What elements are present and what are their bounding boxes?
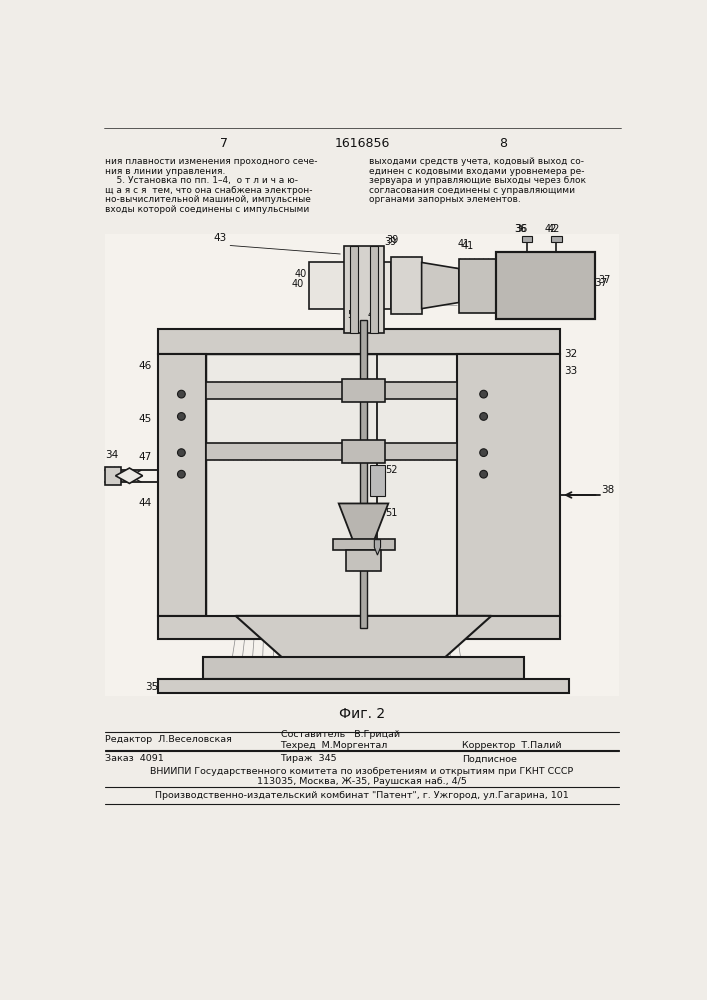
- Text: органами запорных элементов.: органами запорных элементов.: [369, 195, 520, 204]
- Text: 1616856: 1616856: [334, 137, 390, 150]
- Bar: [346, 550, 380, 571]
- Text: ВНИИПИ Государственного комитета по изобретениям и открытиям при ГКНТ СССР: ВНИИПИ Государственного комитета по изоб…: [151, 767, 573, 776]
- Text: 35: 35: [146, 682, 158, 692]
- Text: 52: 52: [385, 465, 398, 475]
- Text: 41: 41: [462, 241, 474, 251]
- Text: 45: 45: [139, 414, 152, 424]
- Text: 47: 47: [139, 452, 152, 462]
- Circle shape: [480, 470, 488, 478]
- Bar: [332, 539, 395, 550]
- Text: выходами средств учета, кодовый выход со-: выходами средств учета, кодовый выход со…: [369, 157, 584, 166]
- Text: 36: 36: [514, 224, 526, 234]
- Text: входы которой соединены с импульсными: входы которой соединены с импульсными: [105, 205, 310, 214]
- Circle shape: [480, 413, 488, 420]
- Text: 51: 51: [385, 508, 397, 518]
- Text: 38: 38: [602, 485, 614, 495]
- Bar: [206, 443, 457, 460]
- Circle shape: [177, 470, 185, 478]
- Text: Производственно-издательский комбинат "Патент", г. Ужгород, ул.Гагарина, 101: Производственно-издательский комбинат "П…: [155, 791, 569, 800]
- Bar: [496, 252, 595, 319]
- Text: 42: 42: [545, 224, 557, 234]
- Bar: [370, 246, 378, 333]
- Text: Подписное: Подписное: [462, 754, 517, 763]
- Text: 113035, Москва, Ж-35, Раушская наб., 4/5: 113035, Москва, Ж-35, Раушская наб., 4/5: [257, 777, 467, 786]
- Bar: [158, 679, 569, 693]
- Text: 40: 40: [291, 279, 304, 289]
- Text: 32: 32: [564, 349, 578, 359]
- Polygon shape: [235, 616, 491, 657]
- Text: 41: 41: [457, 239, 469, 249]
- Text: 5. Установка по пп. 1–4,  о т л и ч а ю-: 5. Установка по пп. 1–4, о т л и ч а ю-: [105, 176, 298, 185]
- Text: 43: 43: [214, 233, 227, 243]
- Text: 44: 44: [139, 498, 152, 508]
- Bar: [341, 379, 385, 402]
- Bar: [203, 657, 524, 679]
- Bar: [522, 235, 532, 242]
- Circle shape: [177, 390, 185, 398]
- Text: Составитель   В.Грицай: Составитель В.Грицай: [281, 730, 399, 739]
- Bar: [360, 320, 368, 628]
- Text: единен с кодовыми входами уровнемера ре-: единен с кодовыми входами уровнемера ре-: [369, 167, 585, 176]
- Text: 8: 8: [499, 137, 507, 150]
- Polygon shape: [115, 468, 143, 483]
- Text: Фиг. 2: Фиг. 2: [339, 707, 385, 721]
- Text: 37: 37: [595, 278, 608, 288]
- Circle shape: [177, 449, 185, 456]
- Text: 7: 7: [220, 137, 228, 150]
- Text: щ а я с я  тем, что она снабжена электрон-: щ а я с я тем, что она снабжена электрон…: [105, 186, 313, 195]
- Bar: [370, 465, 385, 496]
- Text: Тираж  345: Тираж 345: [281, 754, 337, 763]
- Circle shape: [480, 390, 488, 398]
- Bar: [344, 246, 385, 333]
- Text: Редактор  Л.Веселовская: Редактор Л.Веселовская: [105, 735, 233, 744]
- Text: Техред  М.Моргентал: Техред М.Моргентал: [281, 741, 388, 750]
- Text: 39: 39: [386, 235, 398, 245]
- Text: 36: 36: [515, 224, 527, 234]
- Text: зервуара и управляющие выходы через блок: зервуара и управляющие выходы через блок: [369, 176, 586, 185]
- Bar: [158, 616, 559, 639]
- Text: ния плавности изменения проходного сече-: ния плавности изменения проходного сече-: [105, 157, 318, 166]
- Bar: [105, 466, 121, 485]
- Text: 39: 39: [385, 237, 397, 247]
- Text: 40: 40: [295, 269, 307, 279]
- Text: 34: 34: [105, 450, 119, 460]
- Bar: [105, 234, 619, 696]
- Text: 46: 46: [139, 361, 152, 371]
- Circle shape: [480, 449, 488, 456]
- Polygon shape: [421, 262, 459, 309]
- Polygon shape: [374, 540, 380, 555]
- Text: 37: 37: [598, 275, 611, 285]
- Bar: [457, 354, 559, 616]
- Text: 33: 33: [564, 366, 578, 376]
- Text: ния в линии управления.: ния в линии управления.: [105, 167, 226, 176]
- Text: Заказ  4091: Заказ 4091: [105, 754, 164, 763]
- Circle shape: [177, 413, 185, 420]
- Bar: [391, 257, 421, 314]
- Text: 49: 49: [368, 310, 380, 320]
- Text: согласования соединены с управляющими: согласования соединены с управляющими: [369, 186, 575, 195]
- Bar: [351, 246, 358, 333]
- Bar: [206, 382, 457, 399]
- Bar: [341, 440, 385, 463]
- Text: 42: 42: [548, 224, 561, 234]
- Polygon shape: [339, 503, 388, 540]
- Bar: [158, 329, 559, 354]
- Bar: [459, 259, 496, 312]
- Bar: [206, 354, 457, 616]
- Text: но-вычислительной машиной, импульсные: но-вычислительной машиной, импульсные: [105, 195, 311, 204]
- Text: 50: 50: [347, 310, 360, 320]
- Bar: [496, 252, 595, 319]
- Bar: [158, 354, 206, 616]
- Bar: [309, 262, 391, 309]
- Text: 48: 48: [326, 446, 338, 456]
- Bar: [551, 235, 562, 242]
- Text: Корректор  Т.Палий: Корректор Т.Палий: [462, 741, 561, 750]
